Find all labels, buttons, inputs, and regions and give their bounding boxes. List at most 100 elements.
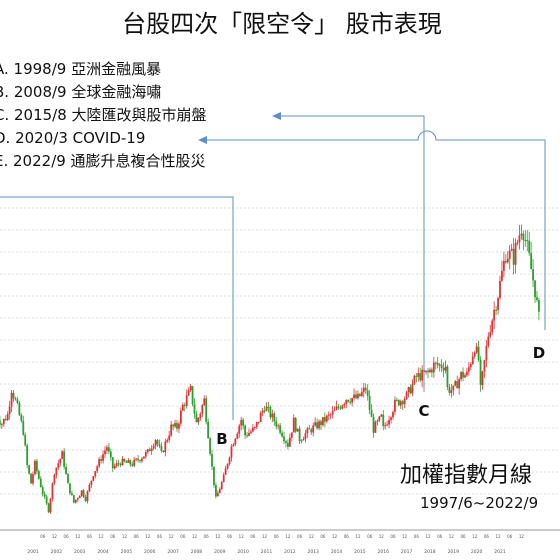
candle-body — [26, 445, 29, 466]
event-item: C. 2015/8 大陸匯改與股市崩盤 — [0, 106, 207, 124]
candle-body — [53, 474, 56, 484]
candle-body — [0, 424, 3, 426]
x-tick-label: 12 — [355, 534, 361, 539]
candle-body — [49, 498, 52, 513]
x-tick-label: 06 — [390, 534, 396, 539]
candle-body — [479, 359, 482, 385]
x-year-label: 2004 — [97, 549, 109, 555]
candle-body — [446, 366, 449, 388]
candle-body — [111, 457, 114, 469]
candle-body — [24, 434, 27, 446]
candle-body — [318, 421, 320, 429]
candle-body — [86, 491, 89, 502]
candle-body — [394, 399, 396, 413]
candle-body — [14, 398, 17, 400]
candle-body — [2, 418, 5, 425]
x-tick-label: 12 — [169, 534, 175, 539]
candle-body — [401, 401, 404, 405]
candle-body — [218, 489, 221, 494]
candle-body — [516, 242, 519, 244]
x-tick-label: 06 — [414, 534, 420, 539]
candle-body — [265, 406, 268, 411]
candle-body — [518, 235, 521, 243]
candle-body — [32, 474, 34, 484]
candle-body — [376, 420, 379, 422]
candle-body — [341, 405, 344, 409]
candle-body — [179, 410, 182, 424]
candle-body — [255, 422, 258, 428]
x-tick-label: 12 — [449, 534, 455, 539]
candle-body — [520, 233, 523, 236]
candle-body — [61, 451, 64, 459]
candle-body — [59, 458, 62, 464]
marker-label-d: D — [533, 344, 545, 362]
candle-body — [230, 446, 233, 458]
candle-body — [501, 270, 503, 281]
candle-body — [12, 392, 15, 399]
x-tick-label: 12 — [239, 534, 245, 539]
x-year-label: 2014 — [331, 549, 343, 555]
candle-body — [364, 387, 367, 391]
candle-body — [368, 395, 371, 410]
candle-body — [288, 437, 291, 447]
candle-body — [133, 459, 136, 466]
x-tick-label: 06 — [274, 534, 280, 539]
candle-body — [481, 371, 484, 385]
candle-body — [487, 336, 490, 346]
candle-body — [160, 446, 163, 451]
candle-body — [279, 425, 282, 433]
candle-body — [6, 414, 9, 421]
candle-body — [532, 269, 534, 281]
x-year-label: 2017 — [401, 549, 413, 555]
candle-body — [298, 428, 301, 442]
x-tick-label: 12 — [402, 534, 408, 539]
candle-body — [290, 432, 293, 438]
candle-body — [178, 423, 180, 429]
candle-body — [322, 417, 324, 426]
candle-body — [41, 487, 44, 495]
candle-body — [502, 260, 505, 271]
x-tick-label: 06 — [157, 534, 163, 539]
candle-body — [10, 392, 13, 407]
candle-body — [168, 435, 171, 440]
x-year-label: 2018 — [424, 549, 436, 555]
candle-body — [55, 467, 58, 475]
candle-layer — [0, 224, 540, 514]
candle-body — [353, 394, 355, 399]
candle-body — [374, 421, 377, 433]
event-item: B. 2008/9 全球金融海嘯 — [0, 83, 161, 101]
candle-body — [269, 407, 272, 418]
candle-body — [106, 447, 108, 451]
x-tick-label: 06 — [344, 534, 350, 539]
candle-body — [209, 438, 211, 455]
candle-body — [185, 395, 188, 406]
candle-body — [166, 439, 169, 442]
callout-arrowhead-d — [198, 136, 207, 144]
candle-body — [170, 424, 173, 436]
x-tick-label: 12 — [99, 534, 105, 539]
x-tick-label: 06 — [250, 534, 256, 539]
candle-body — [450, 390, 453, 393]
candle-body — [199, 413, 202, 418]
candle-body — [238, 425, 241, 434]
candle-body — [213, 466, 215, 486]
candle-body — [207, 421, 210, 439]
candle-body — [343, 403, 346, 406]
candle-body — [306, 428, 309, 434]
x-tick-label: 06 — [367, 534, 373, 539]
candle-body — [538, 300, 540, 312]
candle-body — [323, 417, 326, 422]
x-tick-label: 12 — [215, 534, 221, 539]
candle-body — [325, 415, 328, 422]
callout-arrowhead-c — [272, 112, 281, 120]
candle-body — [390, 417, 392, 421]
candle-body — [405, 392, 408, 400]
candle-body — [28, 465, 31, 474]
candle-body — [232, 444, 235, 447]
candle-body — [226, 463, 229, 469]
candle-body — [74, 499, 77, 503]
candle-body — [335, 406, 338, 410]
event-item: E. 2022/9 通膨升息複合性股災 — [0, 152, 206, 170]
candle-body — [411, 383, 414, 394]
